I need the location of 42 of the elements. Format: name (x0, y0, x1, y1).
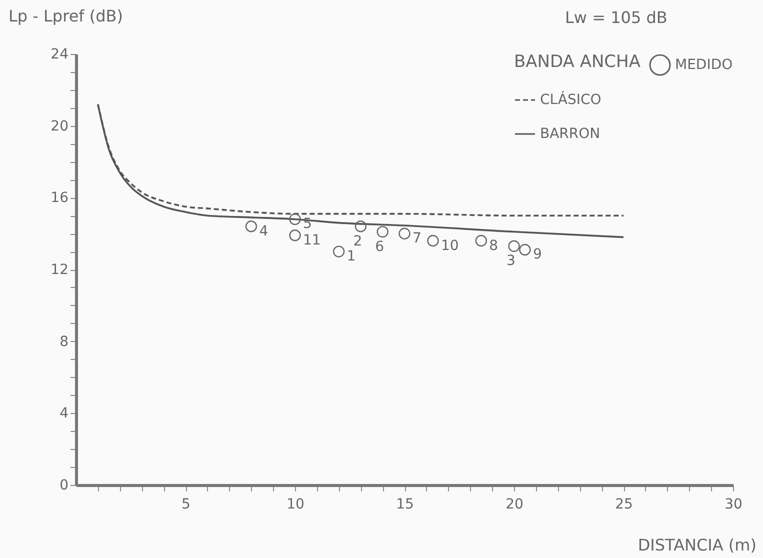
annotation: 8 (489, 238, 498, 254)
point (427, 234, 439, 247)
point (289, 230, 301, 242)
y-tick-label: 12 (50, 262, 68, 278)
x-tick-label: 25 (615, 496, 633, 512)
x-axis-title: DISTANCIA (m) (638, 536, 756, 554)
legend-label: MEDIDO (675, 57, 733, 73)
legend-title: BANDA ANCHA (514, 52, 641, 72)
point (245, 220, 258, 232)
x-tick-label: 30 (724, 496, 742, 512)
x-tick-label: 15 (396, 496, 414, 512)
legend-label: CLÁSICO (540, 91, 602, 108)
chart-title: Lw = 105 dB (565, 8, 668, 27)
annotation: 5 (303, 216, 312, 232)
annotation: 6 (375, 238, 384, 255)
point (508, 240, 520, 252)
x-tick-label: 5 (182, 496, 190, 512)
point (354, 220, 367, 232)
y-axis-title: Lp - Lpref (dB) (8, 6, 123, 26)
annotation: 3 (506, 253, 516, 270)
y-tick-label: 8 (60, 334, 68, 350)
annotation: 11 (303, 232, 321, 248)
y-tick-label: 4 (60, 406, 69, 422)
point (376, 226, 388, 238)
annotation: 4 (259, 223, 268, 240)
y-tick-label: 16 (50, 190, 69, 206)
point (289, 213, 301, 226)
legend-label: BARRON (540, 126, 600, 142)
point (332, 246, 345, 258)
point (398, 228, 410, 240)
annotation: 2 (353, 233, 362, 250)
annotation: 1 (346, 248, 356, 265)
y-tick-label: 24 (50, 46, 69, 62)
point (475, 234, 487, 247)
point (519, 244, 531, 256)
annotation: 9 (532, 246, 542, 263)
x-tick-label: 20 (506, 496, 524, 512)
annotation: 10 (440, 238, 459, 254)
x-tick-label: 10 (286, 496, 304, 512)
y-tick-label: 0 (60, 478, 68, 494)
y-tick-label: 20 (50, 118, 68, 134)
annotation: 7 (412, 230, 422, 247)
